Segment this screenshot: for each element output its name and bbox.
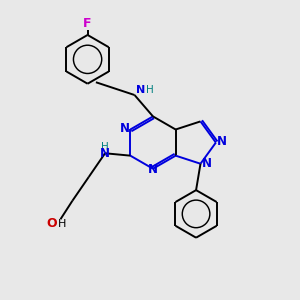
- Text: H: H: [100, 142, 108, 152]
- Text: N: N: [202, 157, 212, 170]
- Text: F: F: [83, 17, 92, 30]
- Text: H: H: [146, 85, 153, 95]
- Text: H: H: [58, 219, 66, 229]
- Text: N: N: [148, 163, 158, 176]
- Text: N: N: [136, 85, 146, 95]
- Text: O: O: [46, 217, 57, 230]
- Text: N: N: [120, 122, 130, 135]
- Text: N: N: [100, 147, 110, 160]
- Text: N: N: [217, 135, 227, 148]
